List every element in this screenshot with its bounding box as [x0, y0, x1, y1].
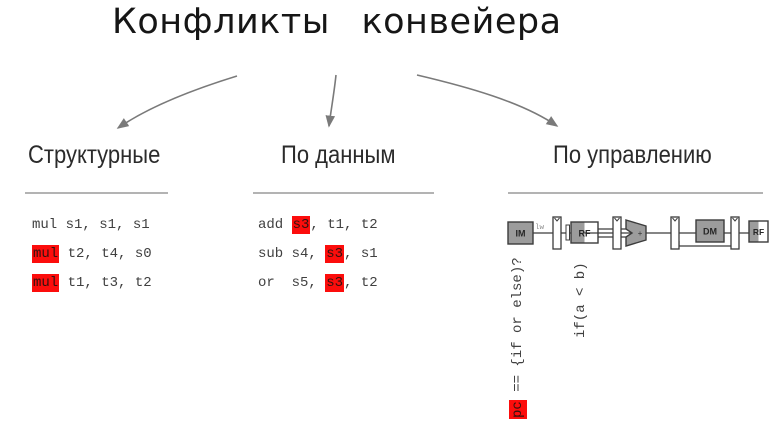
rf2-label: RF — [753, 227, 764, 237]
code-line: mul t1, t3, t2 — [32, 269, 152, 298]
highlighted-token: s3 — [291, 216, 311, 234]
instruction-memory-box — [507, 221, 534, 245]
code-text: if(a < b) — [573, 262, 589, 338]
im-label: IM — [516, 229, 526, 239]
code-line: or s5, s3, t2 — [258, 269, 378, 298]
code-line: sub s4, s3, s1 — [258, 240, 378, 269]
highlighted-token: s3 — [325, 245, 345, 263]
arrow-to-data — [325, 74, 337, 128]
alu-label: + — [638, 230, 643, 239]
code-text: , t2 — [344, 275, 378, 291]
rf1-label: RF — [579, 229, 591, 239]
pipeline-register — [612, 216, 622, 250]
header-structural: Структурные — [28, 141, 161, 169]
slide-title: Конфликты конвейера — [112, 2, 562, 42]
code-text: mul s1, s1, s1 — [32, 217, 150, 233]
register-file-box — [570, 221, 599, 244]
highlighted-token: s3 — [325, 274, 345, 292]
code-text: sub s4, — [258, 246, 326, 262]
code-block-data: add s3, t1, t2 sub s4, s3, s1 or s5, s3,… — [258, 211, 378, 298]
rf1-shaded-half — [571, 222, 585, 243]
vertical-note-pc: pc == {if or else)? — [509, 257, 527, 419]
clock-triangle-icon — [732, 217, 738, 222]
code-text: == {if or else)? — [510, 257, 526, 401]
lw-label: lw — [535, 224, 545, 232]
alu-shape — [625, 219, 647, 247]
code-text: , t1, t2 — [310, 217, 378, 233]
dm-label: DM — [703, 227, 717, 237]
code-line: mul s1, s1, s1 — [32, 211, 152, 240]
arrow-to-control — [416, 74, 559, 127]
divider-data — [253, 192, 434, 194]
code-text: t1, t3, t2 — [59, 275, 152, 291]
code-text: t2, t4, s0 — [59, 246, 152, 262]
pipeline-register — [670, 216, 680, 250]
clock-triangle-icon — [672, 217, 678, 222]
highlighted-token: mul — [32, 245, 60, 263]
code-block-structural: mul s1, s1, s1 mul t2, t4, s0 mul t1, t3… — [32, 211, 152, 298]
pipeline-register — [552, 216, 562, 250]
code-text: or s5, — [258, 275, 326, 291]
clock-triangle-icon — [554, 217, 560, 222]
header-control: По управлению — [553, 141, 712, 169]
divider-structural — [25, 192, 168, 194]
vertical-note-if: if(a < b) — [572, 262, 590, 338]
arrow-to-structural — [116, 75, 238, 129]
port-bar — [565, 224, 570, 241]
code-line: mul t2, t4, s0 — [32, 240, 152, 269]
header-data: По данным — [281, 141, 396, 169]
code-text: , s1 — [344, 246, 378, 262]
highlighted-token: mul — [32, 274, 60, 292]
data-memory-box — [695, 219, 725, 243]
divider-control — [508, 192, 763, 194]
register-file-wb-box — [748, 220, 769, 243]
highlighted-token: pc — [509, 400, 527, 419]
pipeline-datapath-diagram: IM lw RF + DM RF — [507, 216, 769, 250]
clock-triangle-icon — [614, 217, 620, 222]
code-line: add s3, t1, t2 — [258, 211, 378, 240]
code-text: add — [258, 217, 292, 233]
rf2-shaded-half — [749, 221, 759, 242]
pipeline-register — [730, 216, 740, 250]
